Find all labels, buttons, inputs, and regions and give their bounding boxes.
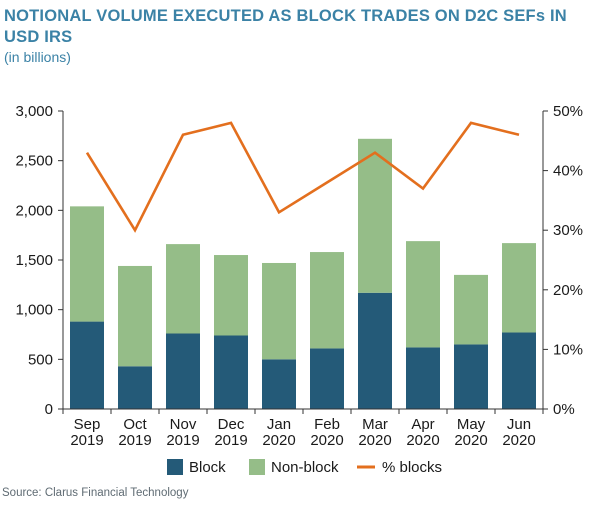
x-tick-year: 2020	[358, 432, 391, 449]
x-tick-month: Jun	[507, 416, 531, 433]
x-tick-month: Sep	[74, 416, 101, 433]
bar-non-block	[214, 255, 248, 336]
bar-non-block	[454, 274, 488, 345]
x-tick-month: Mar	[362, 416, 388, 433]
chart-subtitle: (in billions)	[4, 49, 71, 65]
left-tick-label: 0	[45, 401, 53, 418]
bar-block	[262, 359, 296, 409]
bar-series	[70, 138, 536, 409]
x-tick-year: 2019	[166, 432, 199, 449]
bar-block	[358, 292, 392, 409]
x-tick-month: Dec	[218, 416, 245, 433]
x-tick-year: 2020	[454, 432, 487, 449]
bar-non-block	[502, 243, 536, 333]
bar-non-block	[166, 244, 200, 334]
bar-block	[406, 347, 440, 409]
bar-block	[70, 321, 104, 409]
source-note: Source: Clarus Financial Technology	[2, 487, 189, 499]
right-tick-label: 30%	[553, 222, 583, 239]
bar-non-block	[406, 241, 440, 348]
x-tick-month: Feb	[314, 416, 340, 433]
left-tick-label: 500	[28, 351, 53, 368]
left-tick-label: 3,000	[15, 103, 53, 120]
x-tick-month: Oct	[123, 416, 147, 433]
x-tick-month: Nov	[170, 416, 197, 433]
right-tick-label: 0%	[553, 401, 575, 418]
right-tick-label: 50%	[553, 103, 583, 120]
legend-swatch-block	[167, 459, 183, 475]
bar-block	[502, 332, 536, 409]
x-tick-year: 2019	[70, 432, 103, 449]
left-tick-label: 2,000	[15, 202, 53, 219]
x-axis-ticks: Sep2019Oct2019Nov2019Dec2019Jan2020Feb20…	[62, 409, 544, 449]
bar-block	[214, 335, 248, 409]
right-tick-label: 40%	[553, 163, 583, 180]
line-series	[85, 121, 520, 233]
bar-non-block	[310, 252, 344, 349]
x-tick-year: 2019	[214, 432, 247, 449]
bar-non-block	[70, 206, 104, 322]
legend: Block Non-block % blocks	[167, 459, 442, 476]
legend-label-block: Block	[189, 459, 226, 476]
bar-non-block	[262, 262, 296, 360]
bar-block	[454, 344, 488, 409]
line-pct-blocks	[85, 121, 520, 233]
bar-non-block	[358, 138, 392, 293]
left-tick-label: 2,500	[15, 153, 53, 170]
legend-label-non-block: Non-block	[271, 459, 339, 476]
bar-block	[118, 366, 152, 409]
x-tick-year: 2020	[406, 432, 439, 449]
x-tick-year: 2020	[502, 432, 535, 449]
legend-swatch-non-block	[249, 459, 265, 475]
bar-non-block	[118, 265, 152, 367]
left-tick-label: 1,500	[15, 252, 53, 269]
x-tick-month: Apr	[411, 416, 434, 433]
legend-label-pct-blocks: % blocks	[382, 459, 442, 476]
left-tick-label: 1,000	[15, 302, 53, 319]
x-tick-year: 2020	[262, 432, 295, 449]
x-tick-month: May	[457, 416, 486, 433]
right-tick-label: 10%	[553, 341, 583, 358]
left-axis-ticks: 0 500 1,000 1,500 2,000 2,500 3,000	[15, 103, 63, 418]
x-tick-year: 2020	[310, 432, 343, 449]
chart-title: NOTIONAL VOLUME EXECUTED AS BLOCK TRADES…	[4, 7, 567, 46]
x-tick-month: Jan	[267, 416, 291, 433]
right-axis-ticks: 0% 10% 20% 30% 40% 50%	[543, 103, 583, 418]
right-tick-label: 20%	[553, 282, 583, 299]
x-tick-year: 2019	[118, 432, 151, 449]
bar-block	[166, 333, 200, 409]
bar-block	[310, 348, 344, 409]
